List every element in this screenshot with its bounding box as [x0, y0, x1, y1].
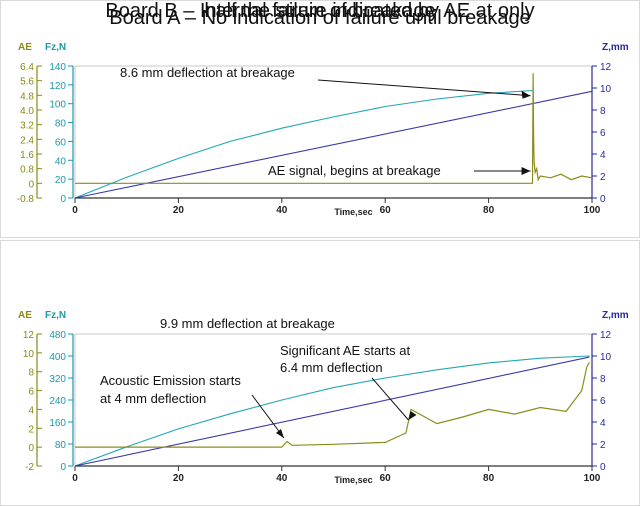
charta-force-tick-label: 40 [55, 156, 67, 167]
charta-x-axis-label: Time,sec [334, 207, 372, 217]
chartb-annotation-significant-ae-l1: Significant AE starts at [280, 343, 410, 358]
chartb-ae-tick-label: 6 [28, 387, 34, 398]
chartb-series-deflection-line [74, 356, 590, 467]
chartb-x-axis-label: Time,sec [334, 475, 372, 485]
charta-force-tick-label: 100 [49, 100, 66, 111]
chartb-ae-tick-label: 10 [23, 349, 35, 360]
charta-z-tick-label: 4 [600, 150, 606, 161]
chartb-annotation-significant-ae-arrowhead [408, 411, 417, 420]
chartb-series-ae-line [75, 362, 590, 448]
chartb-annotation-deflection: 9.9 mm deflection at breakage [160, 316, 335, 331]
chartb-annotation-ae-start-l1: Acoustic Emission starts [100, 373, 241, 388]
chartb-ae-tick-label: 4 [28, 405, 34, 416]
chartb-force-tick-label: 400 [49, 352, 66, 363]
charta-ae-tick-label: -0.8 [17, 194, 35, 205]
chartb-ae-tick-label: -2 [25, 462, 34, 473]
charta-z-tick-label: 6 [600, 128, 606, 139]
charta-z-tick-label: 0 [600, 194, 606, 205]
chartb-annotation-ae-start-arrow [251, 394, 285, 439]
charta-x-tick-label: 100 [584, 205, 601, 216]
charta-force-tick-label: 20 [55, 175, 67, 186]
charta-ae-tick-label: 1.6 [20, 150, 34, 161]
charta-ae-tick-label: 4.8 [20, 91, 34, 102]
charta-ae-tick-label: 3.2 [20, 121, 34, 132]
chartb-z-tick-label: 10 [600, 352, 612, 363]
chartb-x-tick-label: 100 [584, 473, 601, 484]
charta-z-tick-label: 8 [600, 106, 606, 117]
chartb-x-tick-label: 60 [380, 473, 392, 484]
chartb-z-tick-label: 8 [600, 374, 606, 385]
charta-annotation-deflection: 8.6 mm deflection at breakage [120, 65, 295, 80]
charta-x-tick-label: 20 [173, 205, 185, 216]
charta-z-tick-label: 2 [600, 172, 606, 183]
charta-x-tick-label: 40 [276, 205, 288, 216]
chartb-z-tick-label: 4 [600, 418, 606, 429]
charta-annotation-ae-arrowhead [521, 167, 531, 175]
board-a-title: Board A – No indication of failure until… [109, 7, 531, 29]
chartb-ae-tick-label: 2 [28, 424, 34, 435]
chartb-x-tick-label: 0 [72, 473, 78, 484]
charta-ae-tick-label: 6.4 [20, 62, 34, 73]
chartb-x-tick-label: 20 [173, 473, 185, 484]
chartb-z-axis-title: Z,mm [602, 310, 629, 321]
charta-ae-tick-label: 5.6 [20, 77, 34, 88]
chartb-z-tick-label: 2 [600, 440, 606, 451]
chartb-force-tick-label: 240 [49, 396, 66, 407]
charta-force-tick-label: 60 [55, 137, 67, 148]
charta-z-tick-label: 12 [600, 62, 612, 73]
charta-force-tick-label: 120 [49, 81, 66, 92]
chartb-ae-tick-label: 8 [28, 368, 34, 379]
board-b-title-line2: half the strain of breakage [204, 0, 436, 22]
charta-force-tick-label: 140 [49, 62, 66, 73]
chartb-z-tick-label: 12 [600, 330, 612, 341]
chartb-x-tick-label: 80 [483, 473, 495, 484]
chartb-force-tick-label: 0 [60, 462, 66, 473]
charta-x-tick-label: 60 [380, 205, 392, 216]
charta-series-force-line [74, 89, 534, 199]
charta-x-tick-label: 0 [72, 205, 78, 216]
charta-ae-tick-label: 4.0 [20, 106, 34, 117]
charta-z-axis-title: Z,mm [602, 42, 629, 53]
chartb-ae-axis-title: AE [18, 310, 32, 321]
chartb-force-tick-label: 80 [55, 440, 67, 451]
chartb-force-tick-label: 160 [49, 418, 66, 429]
chartb-annotation-significant-ae-arrow [371, 377, 409, 421]
chartb-z-tick-label: 6 [600, 396, 606, 407]
charta-annotation-deflection-arrowhead [521, 90, 531, 99]
chartb-annotation-ae-start-l2: at 4 mm deflection [100, 391, 206, 406]
charta-series-ae-line [75, 73, 593, 184]
charta-ae-tick-label: 0 [28, 179, 34, 190]
chartb-force-axis-title: Fz,N [45, 310, 66, 321]
chartb-ae-tick-label: 12 [23, 330, 35, 341]
chartb-z-tick-label: 0 [600, 462, 606, 473]
charta-x-tick-label: 80 [483, 205, 495, 216]
charta-series-deflection-line [74, 90, 593, 199]
charta-z-tick-label: 10 [600, 84, 612, 95]
charta-ae-tick-label: 2.4 [20, 135, 34, 146]
chartb-force-tick-label: 320 [49, 374, 66, 385]
chartb-annotation-ae-start-arrowhead [275, 429, 284, 438]
charta-force-axis-title: Fz,N [45, 42, 66, 53]
chartb-ae-tick-label: 0 [28, 443, 34, 454]
chartb-x-tick-label: 40 [276, 473, 288, 484]
charta-annotation-ae: AE signal, begins at breakage [268, 163, 441, 178]
charta-force-tick-label: 0 [60, 194, 66, 205]
chartb-force-tick-label: 480 [49, 330, 66, 341]
board-b-panel [0, 240, 640, 506]
board-b-title-line1: Board B – Internal failure indicated by … [105, 0, 535, 22]
charta-ae-axis-title: AE [18, 42, 32, 53]
chartb-annotation-significant-ae-l2: 6.4 mm deflection [280, 360, 383, 375]
charta-ae-tick-label: 0.8 [20, 165, 34, 176]
chartb-series-force-line [74, 355, 590, 467]
charta-plot-frame [74, 65, 593, 199]
charta-annotation-deflection-arrow [317, 79, 531, 97]
charta-force-tick-label: 80 [55, 119, 67, 130]
